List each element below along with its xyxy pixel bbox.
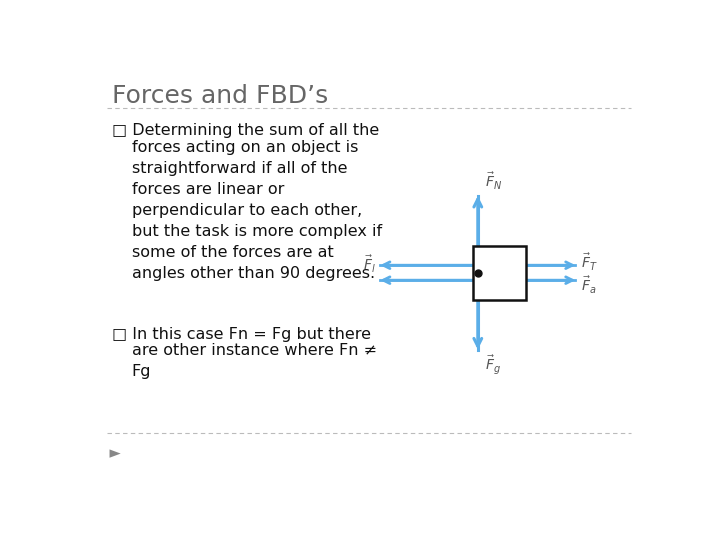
Text: forces acting on an object is
straightforward if all of the
forces are linear or: forces acting on an object is straightfo…: [132, 140, 382, 281]
Text: $\vec{F}_T$: $\vec{F}_T$: [581, 252, 598, 273]
Text: $\vec{F}_N$: $\vec{F}_N$: [485, 171, 502, 192]
Text: $\vec{F}_g$: $\vec{F}_g$: [485, 353, 500, 376]
Text: □ Determining the sum of all the: □ Determining the sum of all the: [112, 123, 379, 138]
Text: $\vec{F}_l$: $\vec{F}_l$: [363, 254, 376, 275]
Polygon shape: [109, 449, 121, 458]
Text: $\vec{F}_a$: $\vec{F}_a$: [581, 275, 596, 296]
Text: are other instance where Fn ≠
Fg: are other instance where Fn ≠ Fg: [132, 343, 377, 380]
Bar: [473, 246, 526, 300]
Text: □ In this case Fn = Fg but there: □ In this case Fn = Fg but there: [112, 327, 372, 342]
Text: Forces and FBD’s: Forces and FBD’s: [112, 84, 328, 107]
